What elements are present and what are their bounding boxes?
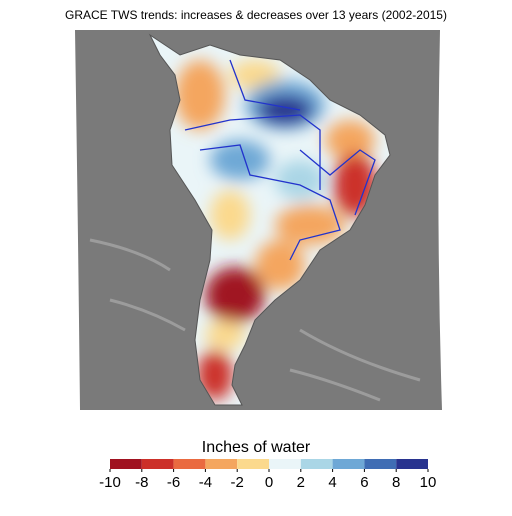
colorbar-segment: [141, 459, 174, 469]
colorbar-segment: [300, 459, 333, 469]
colorbar-tick-label: 6: [360, 474, 368, 491]
map-title: GRACE TWS trends: increases & decreases …: [65, 8, 447, 22]
colorbar-tick-label: 2: [297, 474, 305, 491]
colorbar-segment: [332, 459, 365, 469]
colorbar-segment: [205, 459, 238, 469]
colorbar-tick-label: -6: [167, 474, 180, 491]
colorbar: -10 -8 -6 -4 -2 0 2 4 6 8 10: [99, 459, 436, 491]
colorbar-segment: [269, 459, 301, 469]
colorbar-segment: [364, 459, 397, 469]
colorbar-segment: [396, 459, 428, 469]
colorbar-tick-label: 0: [265, 474, 273, 491]
river-basins: [184, 59, 376, 261]
colorbar-segment: [173, 459, 206, 469]
coastline: [148, 33, 391, 406]
colorbar-label: Inches of water: [202, 439, 311, 456]
colorbar-tick-label: 8: [392, 474, 400, 491]
colorbar-tick-label: -10: [99, 474, 121, 491]
colorbar-segment: [110, 459, 142, 469]
colorbar-tick-label: -8: [135, 474, 148, 491]
colorbar-tick-label: -2: [231, 474, 244, 491]
colorbar-tick-label: 4: [328, 474, 336, 491]
ocean-relief: [89, 238, 421, 402]
colorbar-tick-label: -4: [199, 474, 212, 491]
colorbar-tick-label: 10: [420, 474, 437, 491]
colorbar-segment: [237, 459, 269, 469]
